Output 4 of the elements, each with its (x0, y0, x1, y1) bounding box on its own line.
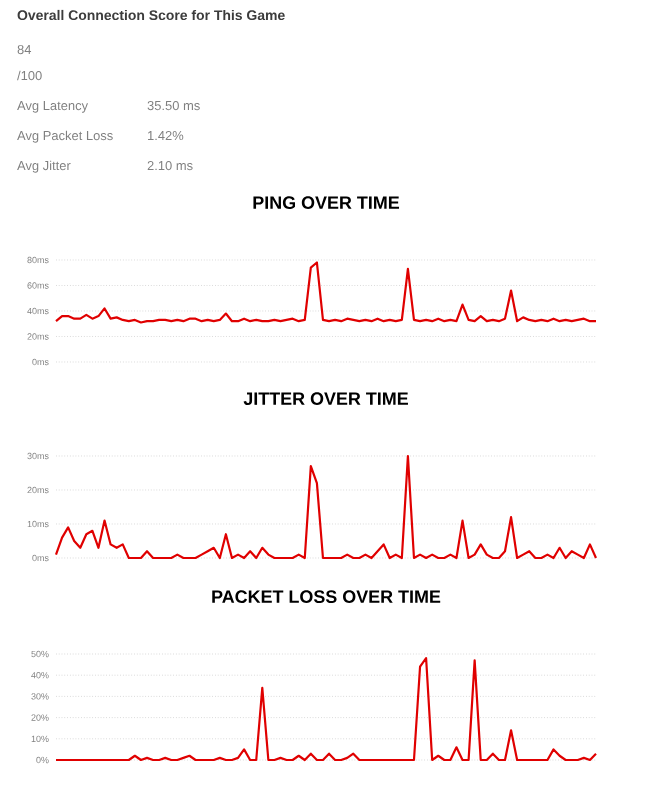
chart-title: PING OVER TIME (253, 196, 400, 209)
chart-title: JITTER OVER TIME (243, 392, 408, 406)
line-series (54, 261, 598, 324)
chart-title: PACKET LOSS OVER TIME (212, 590, 441, 604)
